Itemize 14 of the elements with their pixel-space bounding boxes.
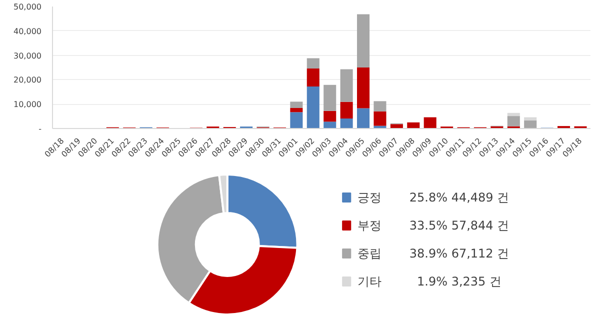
legend-label: 기타 <box>357 274 382 288</box>
y-tick-label: 10,000 <box>14 100 42 110</box>
y-tick-label: 30,000 <box>14 51 42 60</box>
legend-label: 중립 <box>357 246 382 260</box>
y-tick-label: 40,000 <box>14 26 42 36</box>
data-label: 33.5% 57,844 건 <box>409 218 510 232</box>
legend-label: 긍정 <box>357 190 382 204</box>
data-label: 1.9% 3,235 건 <box>417 274 502 288</box>
y-tick-label: 50,000 <box>14 2 42 12</box>
data-label: 25.8% 44,489 건 <box>409 190 510 204</box>
y-tick-label: 20,000 <box>14 76 42 85</box>
y-tick-label: - <box>38 124 42 134</box>
data-label: 38.9% 67,112 건 <box>409 246 510 260</box>
legend-label: 부정 <box>357 218 382 232</box>
